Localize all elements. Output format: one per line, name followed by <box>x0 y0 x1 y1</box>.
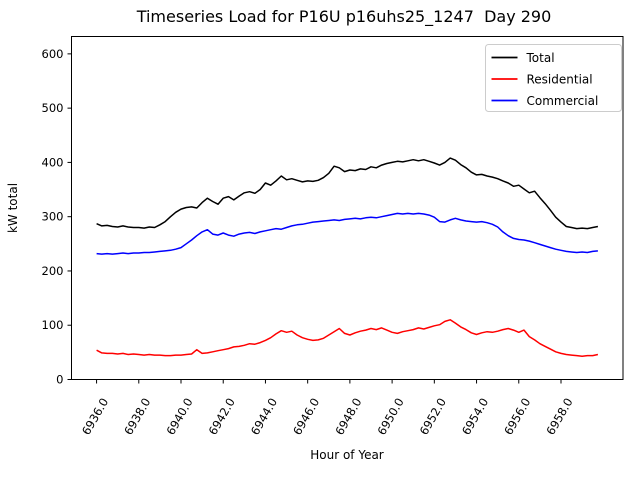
legend-label-commercial: Commercial <box>527 94 599 108</box>
series-line-commercial <box>96 212 598 255</box>
x-axis-label: Hour of Year <box>310 448 384 462</box>
x-tick-label: 6956.0 <box>501 396 533 438</box>
y-axis-label: kW total <box>6 183 20 233</box>
chart-title: Timeseries Load for P16U p16uhs25_1247 D… <box>136 7 552 27</box>
x-tick-label: 6946.0 <box>290 396 322 438</box>
y-tick-label: 200 <box>42 264 64 278</box>
x-tick-label: 6954.0 <box>459 396 491 438</box>
y-tick-label: 300 <box>42 210 64 224</box>
x-tick-label: 6940.0 <box>163 396 195 438</box>
legend-label-residential: Residential <box>527 73 593 87</box>
x-tick-label: 6958.0 <box>543 396 575 438</box>
series-line-residential <box>96 319 599 357</box>
series-line-total <box>96 157 599 230</box>
y-tick-label: 0 <box>56 373 63 387</box>
x-tick-label: 6948.0 <box>332 396 364 438</box>
x-tick-label: 6938.0 <box>121 396 153 438</box>
x-tick-label: 6942.0 <box>206 396 238 438</box>
x-tick-label: 6936.0 <box>79 396 111 438</box>
plot-layer: 0 100 200 300 400 500 600 6936.0 6938.0 6940.0 694… <box>42 36 624 438</box>
x-tick-label: 6952.0 <box>417 396 449 438</box>
y-tick-label: 500 <box>42 101 64 115</box>
x-tick-label: 6944.0 <box>248 396 280 438</box>
y-tick-label: 400 <box>42 155 64 169</box>
legend <box>485 44 622 112</box>
y-tick-label: 100 <box>42 318 64 332</box>
x-tick-label: 6950.0 <box>375 396 407 438</box>
y-tick-label: 600 <box>42 47 64 61</box>
plot-area <box>71 36 624 380</box>
legend-label-total: Total <box>526 51 555 65</box>
